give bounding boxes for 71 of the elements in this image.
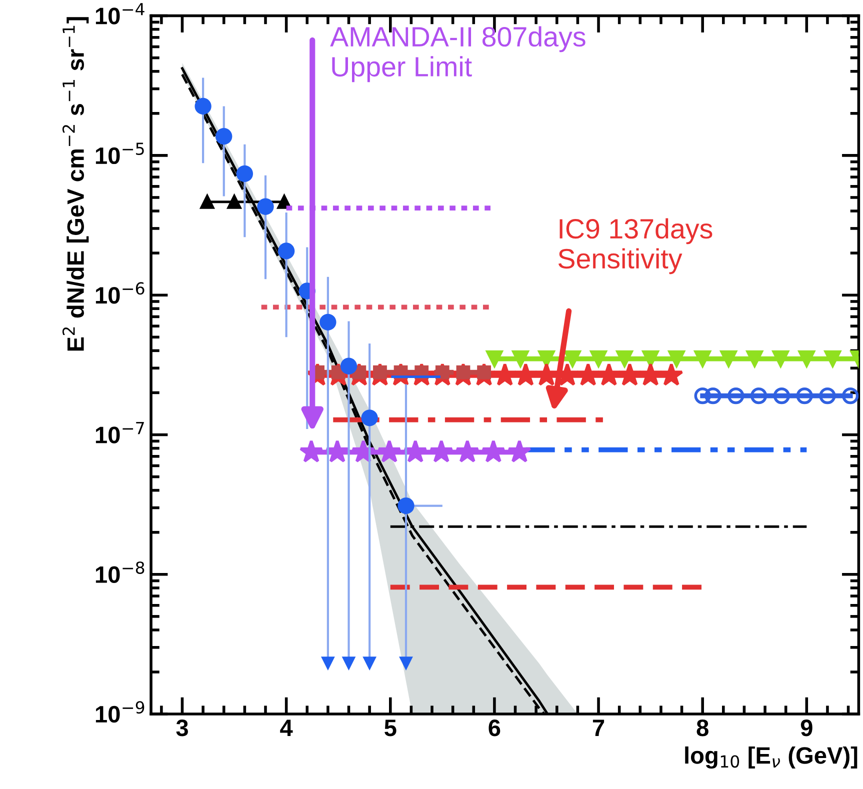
annotation: IC9 137days Sensitivity	[558, 218, 712, 274]
point	[278, 242, 295, 260]
point	[720, 350, 737, 368]
point	[398, 497, 414, 514]
point	[194, 98, 212, 115]
y-tick-label: 10$^{−4}$	[96, 3, 144, 24]
x-tick-label: 3	[176, 720, 188, 736]
point	[377, 440, 402, 463]
point	[481, 440, 506, 463]
point	[704, 387, 722, 404]
annotation: AMANDA-II 807days Upper Limit	[330, 26, 586, 82]
point	[798, 350, 815, 368]
point	[216, 128, 232, 145]
point	[796, 387, 813, 404]
point	[538, 350, 555, 368]
point	[642, 350, 659, 368]
point	[616, 350, 633, 368]
point	[512, 350, 529, 368]
point	[514, 362, 538, 386]
point	[668, 350, 685, 368]
point	[534, 362, 558, 386]
point	[507, 440, 532, 463]
point	[728, 387, 744, 404]
point	[320, 656, 335, 670]
point	[590, 350, 607, 368]
y-tick-label: 10$^{−7}$	[96, 422, 144, 444]
point	[403, 440, 428, 463]
point	[638, 362, 663, 386]
x-tick-label: 4	[280, 720, 293, 736]
point	[694, 387, 711, 404]
point	[486, 350, 503, 368]
point	[750, 387, 768, 404]
point	[362, 656, 377, 670]
point	[200, 194, 214, 209]
point	[842, 387, 859, 404]
point	[277, 194, 292, 209]
point	[564, 350, 581, 368]
y-tick-label: 10$^{−8}$	[96, 561, 144, 583]
point	[429, 440, 454, 463]
point	[694, 350, 711, 368]
y-tick-label: 10$^{−5}$	[96, 142, 144, 164]
point	[746, 350, 763, 368]
point	[596, 362, 621, 386]
point	[342, 656, 356, 670]
point	[320, 314, 336, 330]
point	[299, 440, 324, 463]
x-axis-title: log$_{10}$ [E$_{ν}$ (GeV)]	[685, 746, 858, 769]
point	[824, 350, 841, 368]
y-tick-label: 10$^{−6}$	[96, 282, 144, 304]
point	[340, 358, 358, 374]
point	[257, 198, 274, 215]
point	[659, 362, 684, 386]
point	[492, 362, 517, 386]
x-tick-label: 7	[592, 720, 604, 736]
x-tick-label: 5	[384, 720, 396, 736]
point	[361, 410, 378, 426]
point	[236, 165, 254, 182]
point	[773, 387, 790, 404]
point	[325, 440, 350, 463]
x-tick-label: 6	[488, 720, 500, 736]
point	[772, 350, 789, 368]
x-tick-label: 9	[800, 720, 812, 736]
point	[455, 440, 480, 463]
point	[819, 387, 836, 404]
x-tick-label: 8	[696, 720, 708, 736]
point	[227, 194, 242, 209]
point	[618, 362, 642, 386]
text: E$^{2}$ dN/dE [GeV cm$^{−2}$ s$^{−1}$ sr$^{−1}$]	[62, 17, 89, 351]
point	[399, 656, 413, 670]
y-tick-label: 10$^{−9}$	[96, 701, 144, 723]
point	[576, 362, 600, 386]
